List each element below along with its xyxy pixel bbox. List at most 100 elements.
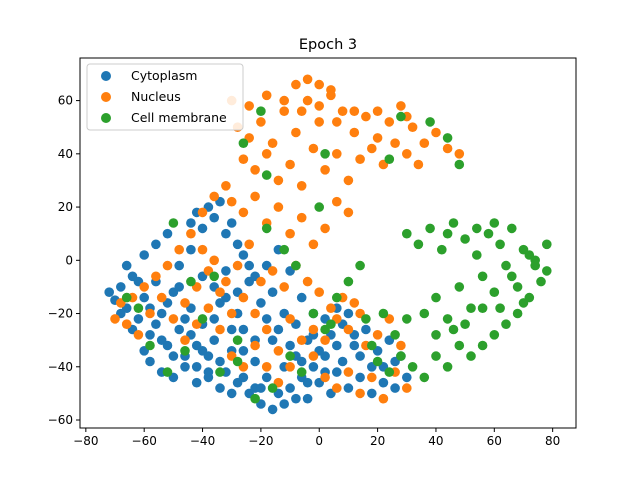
point-cell-membrane — [512, 308, 523, 319]
point-cell-membrane — [489, 330, 500, 340]
point-nucleus — [372, 330, 383, 340]
point-cell-membrane — [215, 367, 225, 377]
point-cell-membrane — [542, 266, 552, 276]
legend-label-nucleus: Nucleus — [131, 89, 181, 104]
point-cytoplasm — [367, 388, 377, 399]
point-cell-membrane — [261, 223, 272, 234]
point-nucleus — [378, 393, 389, 404]
point-cell-membrane — [384, 367, 395, 377]
legend-marker-cell-membrane — [101, 113, 111, 123]
point-nucleus — [308, 324, 319, 335]
y-axis: −60 −40 −20 0 20 40 60 — [48, 94, 80, 427]
x-tick-label: −80 — [73, 434, 98, 448]
point-cytoplasm — [180, 314, 190, 324]
point-nucleus — [308, 239, 319, 250]
point-cell-membrane — [442, 362, 453, 372]
point-cytoplasm — [285, 383, 295, 393]
point-cytoplasm — [273, 324, 284, 335]
point-cytoplasm — [168, 351, 179, 361]
point-nucleus — [238, 292, 249, 303]
legend-label-cell-membrane: Cell membrane — [131, 110, 227, 125]
point-cytoplasm — [238, 346, 249, 356]
point-nucleus — [343, 324, 354, 335]
point-nucleus — [232, 260, 243, 271]
point-cell-membrane — [472, 223, 482, 234]
legend-label-cytoplasm: Cytoplasm — [131, 68, 197, 83]
point-cytoplasm — [355, 372, 365, 383]
point-cytoplasm — [191, 377, 202, 388]
point-nucleus — [273, 346, 284, 356]
point-cytoplasm — [361, 324, 371, 335]
point-cytoplasm — [244, 260, 254, 271]
point-cell-membrane — [121, 292, 132, 303]
point-nucleus — [372, 106, 383, 116]
point-nucleus — [320, 372, 330, 383]
point-cytoplasm — [238, 372, 249, 383]
point-nucleus — [151, 271, 161, 282]
point-cell-membrane — [238, 138, 249, 148]
point-cytoplasm — [226, 324, 237, 335]
legend-box — [86, 63, 244, 131]
y-tick-label: 0 — [65, 253, 73, 267]
point-cell-membrane — [448, 324, 459, 335]
point-cell-membrane — [495, 239, 505, 250]
point-nucleus — [279, 282, 290, 292]
legend: Cytoplasm Nucleus Cell membrane — [86, 63, 244, 131]
legend-marker-nucleus — [101, 92, 111, 102]
point-nucleus — [296, 335, 307, 346]
x-tick-label: −60 — [132, 434, 157, 448]
point-cell-membrane — [355, 260, 365, 271]
point-cell-membrane — [145, 340, 155, 351]
point-nucleus — [174, 244, 184, 255]
point-nucleus — [326, 303, 336, 314]
x-tick-label: −20 — [248, 434, 273, 448]
point-nucleus — [390, 138, 400, 148]
point-cell-membrane — [402, 314, 412, 324]
point-cytoplasm — [256, 383, 266, 393]
point-cytoplasm — [343, 308, 354, 319]
point-nucleus — [454, 149, 465, 159]
point-nucleus — [261, 90, 272, 101]
point-cell-membrane — [320, 149, 330, 159]
point-nucleus — [250, 191, 260, 202]
point-cytoplasm — [291, 393, 301, 404]
point-nucleus — [121, 319, 132, 330]
point-cytoplasm — [162, 228, 173, 239]
point-cytoplasm — [378, 377, 389, 388]
point-nucleus — [407, 122, 418, 132]
point-cell-membrane — [407, 362, 418, 372]
point-cell-membrane — [477, 271, 488, 282]
point-cell-membrane — [314, 202, 325, 212]
point-nucleus — [244, 239, 254, 250]
point-cell-membrane — [419, 308, 430, 319]
point-cytoplasm — [221, 266, 231, 276]
point-cell-membrane — [472, 250, 482, 260]
point-cytoplasm — [133, 314, 144, 324]
point-nucleus — [349, 298, 360, 308]
point-cell-membrane — [501, 319, 511, 330]
point-nucleus — [355, 154, 365, 164]
y-tick-label: −40 — [48, 360, 73, 374]
point-cytoplasm — [238, 250, 249, 260]
point-cytoplasm — [337, 356, 348, 367]
point-nucleus — [326, 90, 336, 101]
point-nucleus — [349, 106, 360, 116]
point-cell-membrane — [285, 351, 295, 361]
point-nucleus — [314, 117, 325, 127]
point-cytoplasm — [267, 404, 278, 415]
point-nucleus — [180, 335, 190, 346]
point-nucleus — [209, 255, 219, 266]
point-nucleus — [221, 181, 231, 191]
point-nucleus — [267, 266, 278, 276]
point-cell-membrane — [530, 255, 540, 266]
point-nucleus — [221, 276, 231, 287]
point-nucleus — [355, 388, 365, 399]
point-cell-membrane — [454, 340, 465, 351]
point-cell-membrane — [477, 340, 488, 351]
point-cell-membrane — [425, 117, 435, 127]
point-nucleus — [343, 367, 354, 377]
point-nucleus — [291, 79, 301, 90]
point-cytoplasm — [285, 340, 295, 351]
point-cytoplasm — [186, 218, 196, 228]
point-cytoplasm — [279, 399, 290, 409]
